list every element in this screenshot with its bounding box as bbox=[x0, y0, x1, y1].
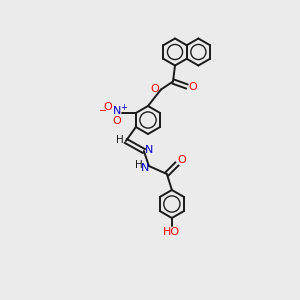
Text: O: O bbox=[189, 82, 197, 92]
Text: N: N bbox=[145, 145, 153, 155]
Text: O: O bbox=[178, 155, 186, 165]
Text: O: O bbox=[103, 102, 112, 112]
Text: HO: HO bbox=[163, 227, 180, 237]
Text: N: N bbox=[141, 163, 149, 173]
Text: −: − bbox=[99, 106, 107, 116]
Text: N: N bbox=[113, 106, 121, 116]
Text: +: + bbox=[120, 103, 127, 112]
Text: O: O bbox=[112, 116, 121, 126]
Text: H: H bbox=[135, 160, 143, 170]
Text: H: H bbox=[116, 135, 124, 145]
Text: O: O bbox=[151, 83, 159, 94]
